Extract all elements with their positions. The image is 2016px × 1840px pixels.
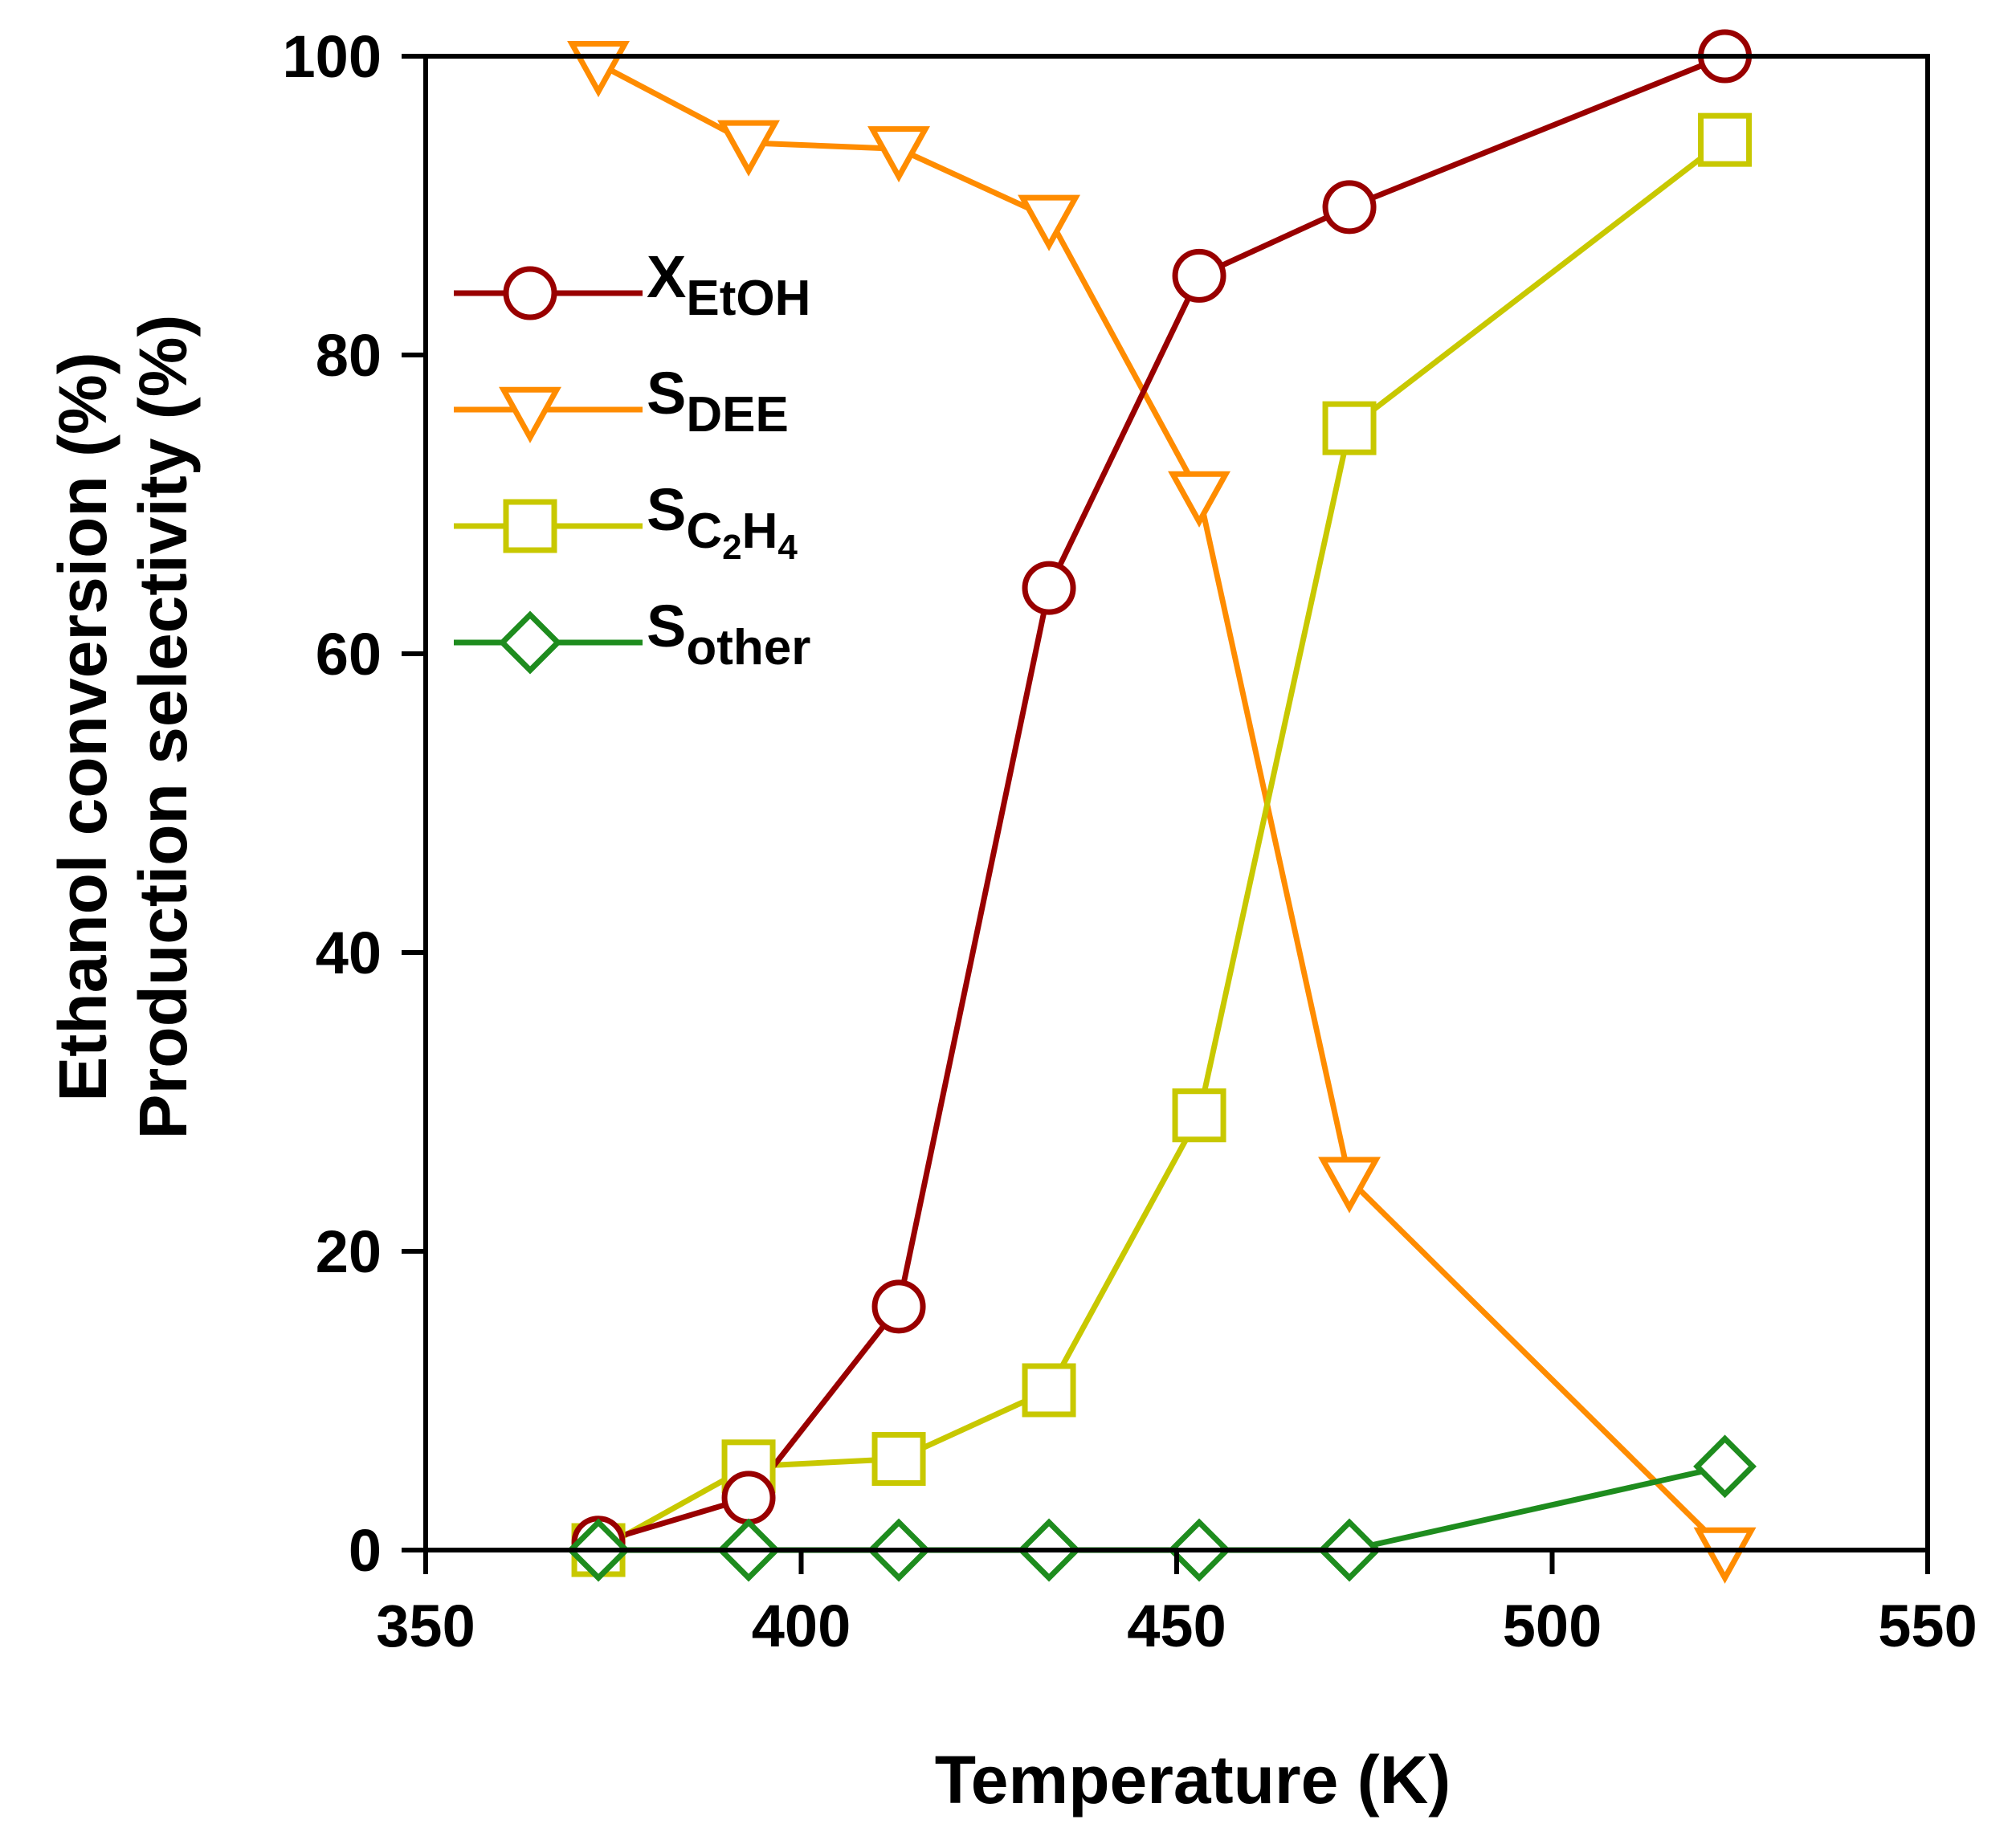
legend-label-sub: other xyxy=(686,620,810,675)
data-point-sc2h4 xyxy=(1698,112,1753,167)
legend: XEtOH SDEE SC2H4 Sother xyxy=(454,243,810,675)
series-markers-sother xyxy=(566,1434,1757,1582)
data-point-sdee xyxy=(1018,194,1080,251)
legend-label-sub: DEE xyxy=(686,387,788,443)
y-tick-label: 40 xyxy=(316,920,382,986)
data-point-xetoh xyxy=(1322,180,1377,235)
legend-label-main: S xyxy=(647,360,686,426)
x-tick-label: 400 xyxy=(752,1593,851,1659)
legend-item-xetoh: XEtOH xyxy=(454,243,810,326)
x-tick-label: 350 xyxy=(376,1593,475,1659)
legend-item-sc2h4: SC2H4 xyxy=(454,476,798,567)
legend-label-sub: H xyxy=(742,504,778,559)
data-point-sdee xyxy=(1168,471,1230,528)
legend-label-main: S xyxy=(647,593,686,659)
y-axis-title-line1: Ethanol conversion (%) xyxy=(45,352,120,1101)
x-tick-label: 500 xyxy=(1503,1593,1602,1659)
legend-marker-shape xyxy=(498,610,562,675)
y-tick-label: 100 xyxy=(283,23,382,90)
legend-label-xetoh: XEtOH xyxy=(647,243,810,326)
legend-marker-shape xyxy=(503,266,557,320)
legend-label-sub: EtOH xyxy=(686,271,810,326)
x-tick-label: 450 xyxy=(1127,1593,1226,1659)
data-point-sdee xyxy=(867,126,930,183)
legend-label-sub: C xyxy=(686,504,722,559)
data-point-sdee xyxy=(1318,1157,1381,1214)
legend-marker-sc2h4 xyxy=(503,499,557,553)
legend-marker-shape xyxy=(499,386,561,443)
legend-item-sdee: SDEE xyxy=(454,360,789,443)
legend-marker-shape xyxy=(503,499,557,553)
series-markers-sdee xyxy=(567,41,1757,1584)
data-point-sother xyxy=(1693,1434,1757,1499)
legend-marker-sother xyxy=(498,610,562,675)
data-point-xetoh xyxy=(1172,248,1226,303)
x-tick-label: 550 xyxy=(1878,1593,1977,1659)
legend-label-main: S xyxy=(647,476,686,543)
series-markers-sc2h4 xyxy=(571,112,1753,1577)
legend-marker-xetoh xyxy=(503,266,557,320)
legend-label-sub-index: 4 xyxy=(777,528,798,567)
y-tick-label: 20 xyxy=(316,1218,382,1285)
data-point-xetoh xyxy=(721,1471,776,1525)
series-layer xyxy=(566,29,1757,1584)
legend-label-sdee: SDEE xyxy=(647,360,789,443)
y-tick-label: 80 xyxy=(316,322,382,389)
data-point-sdee xyxy=(717,120,780,177)
legend-marker-sdee xyxy=(499,386,561,443)
legend-label-main: X xyxy=(647,243,686,310)
data-point-sc2h4 xyxy=(1022,1363,1076,1418)
data-point-sc2h4 xyxy=(1322,401,1377,455)
legend-label-sother: Sother xyxy=(647,593,810,675)
legend-label-sub-index: 2 xyxy=(722,528,741,567)
legend-item-sother: Sother xyxy=(454,593,810,675)
data-point-sc2h4 xyxy=(1172,1088,1226,1143)
data-point-xetoh xyxy=(871,1279,926,1334)
y-tick-label: 0 xyxy=(349,1517,382,1584)
y-axis-title-line2: Production selectivity (%) xyxy=(125,315,201,1140)
x-axis-title: Temperature (K) xyxy=(935,1742,1451,1818)
data-point-sdee xyxy=(1693,1527,1757,1584)
legend-label-sc2h4: SC2H4 xyxy=(647,476,798,567)
data-point-sc2h4 xyxy=(871,1432,926,1487)
data-point-xetoh xyxy=(1022,561,1076,615)
axis-ticks: 350 400 450 500 550 0 20 40 60 80 100 xyxy=(283,23,1977,1659)
y-tick-label: 60 xyxy=(316,621,382,687)
